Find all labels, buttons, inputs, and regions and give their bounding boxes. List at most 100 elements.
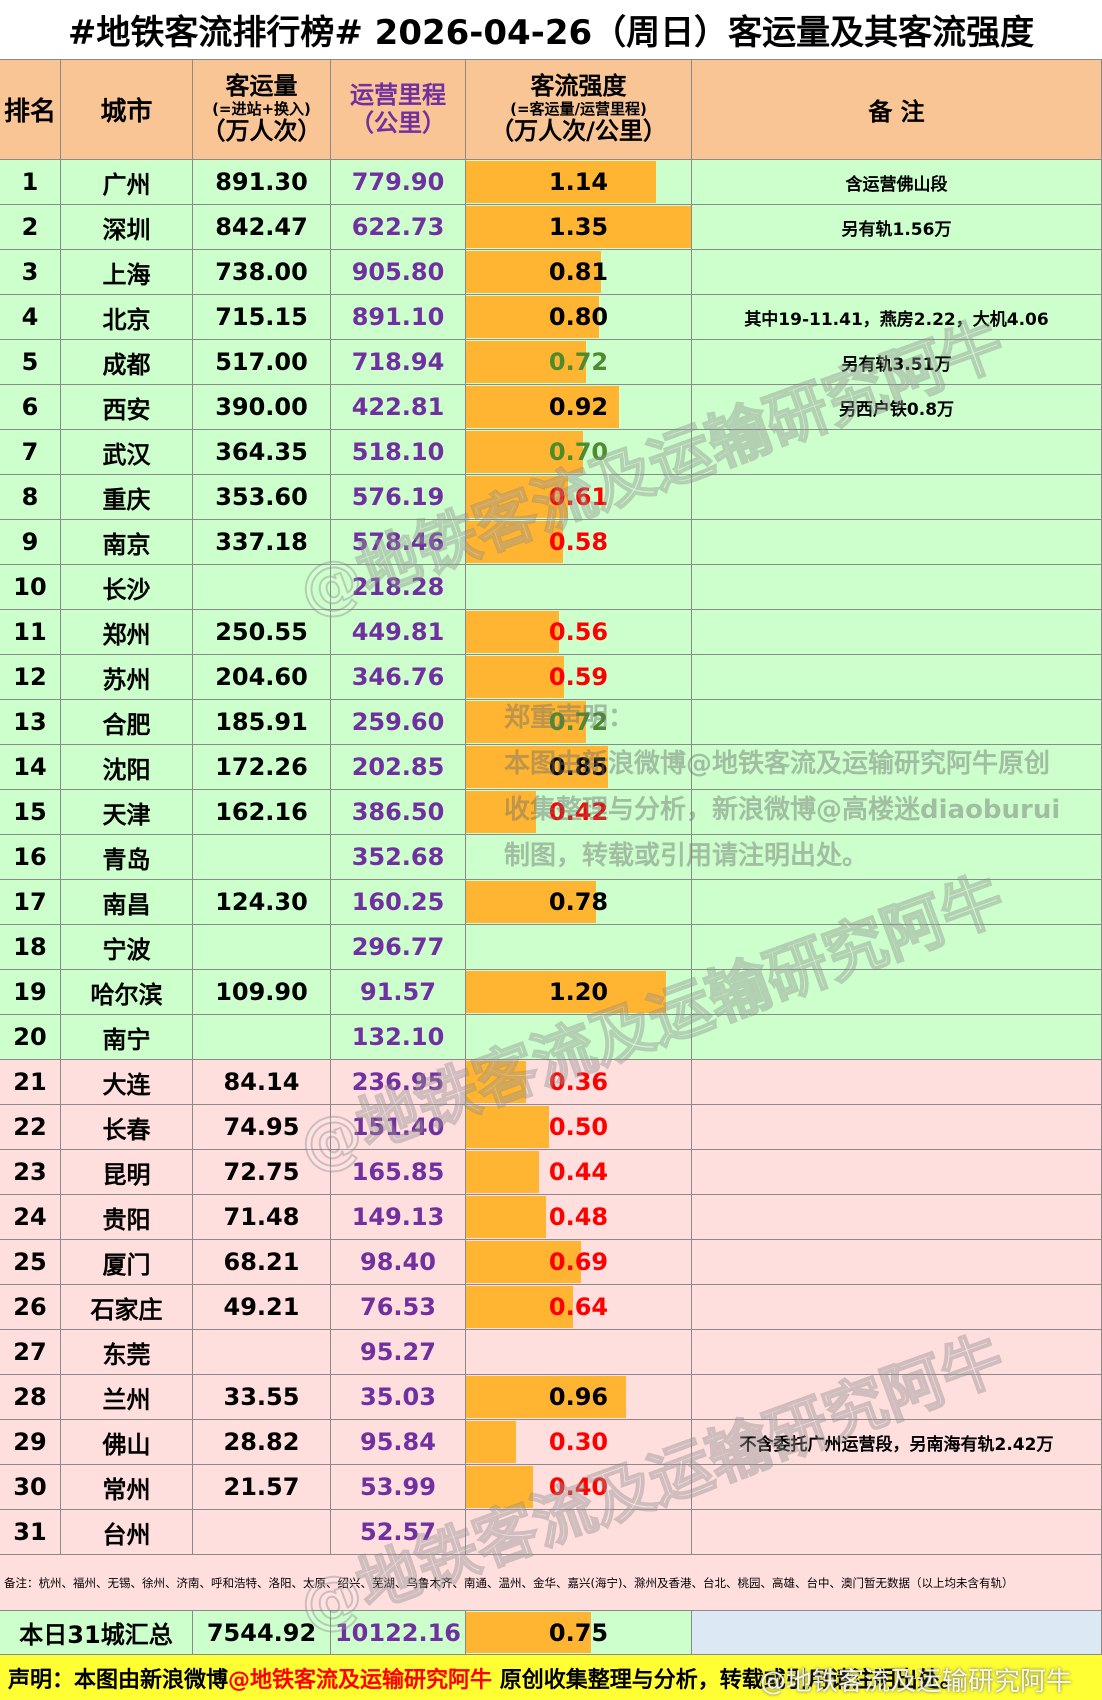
note-cell [692,475,1102,520]
intensity-cell: 0.59 [466,655,692,700]
intensity-bar [466,431,583,473]
total-intensity-cell: 0.75 [466,1611,692,1655]
note-cell [692,1330,1102,1375]
rank: 11 [13,618,47,646]
mileage: 259.60 [351,708,445,736]
rank-cell: 1 [0,160,61,205]
mileage: 449.81 [351,618,445,646]
mileage-cell: 422.81 [331,385,466,430]
rank: 23 [13,1158,47,1186]
city-cell: 天津 [61,790,193,835]
header-volume: 客运量 [225,72,298,101]
city-cell: 哈尔滨 [61,970,193,1015]
volume: 842.47 [215,213,308,241]
rank-cell: 4 [0,295,61,340]
rank: 21 [13,1068,47,1096]
mileage: 578.46 [351,528,445,556]
note: 含运营佛山段 [845,174,948,195]
city-cell: 佛山 [61,1420,193,1465]
mileage: 160.25 [351,888,445,916]
note-cell [692,430,1102,475]
volume-cell: 33.55 [193,1375,331,1420]
mileage: 53.99 [360,1473,436,1501]
mileage: 218.28 [351,573,445,601]
volume-cell: 204.60 [193,655,331,700]
total-volume: 7544.92 [206,1618,317,1647]
city: 东莞 [102,1340,151,1369]
note-cell [692,790,1102,835]
note-cell [692,700,1102,745]
note-cell [692,1465,1102,1510]
rank: 5 [21,348,39,376]
intensity-bar [466,476,568,518]
intensity: 0.69 [548,1248,609,1276]
rank-cell: 27 [0,1330,61,1375]
mileage: 95.27 [360,1338,436,1366]
volume-cell: 337.18 [193,520,331,565]
mileage-cell: 891.10 [331,295,466,340]
note-cell [692,250,1102,295]
note-cell [692,565,1102,610]
volume-cell [193,835,331,880]
rank-cell: 8 [0,475,61,520]
mileage: 236.95 [351,1068,445,1096]
note-cell [692,1240,1102,1285]
mileage: 151.40 [351,1113,445,1141]
volume: 162.16 [215,798,308,826]
rank-cell: 2 [0,205,61,250]
total-mileage-cell: 10122.16 [331,1611,466,1655]
intensity-bar [466,1241,581,1283]
intensity-bar [466,971,666,1013]
rank-cell: 11 [0,610,61,655]
mileage: 518.10 [351,438,445,466]
rank-cell: 19 [0,970,61,1015]
city-cell: 长春 [61,1105,193,1150]
city: 昆明 [102,1160,151,1189]
city-cell: 合肥 [61,700,193,745]
volume-cell: 72.75 [193,1150,331,1195]
note-cell [692,1105,1102,1150]
mileage-cell: 576.19 [331,475,466,520]
volume-cell [193,1330,331,1375]
city-cell: 南宁 [61,1015,193,1060]
city-cell: 上海 [61,250,193,295]
intensity-bar [466,386,620,428]
intensity-cell [466,565,692,610]
footer-text: 原创收集整理与分析，转载或引用请注明出处。 [492,1667,962,1693]
intensity-bar [466,1151,540,1193]
city-cell: 台州 [61,1510,193,1555]
intensity-bar [466,341,586,383]
city: 武汉 [102,440,151,469]
rank: 8 [21,483,39,511]
volume-cell [193,565,331,610]
rank: 29 [13,1428,47,1456]
rank-cell: 20 [0,1015,61,1060]
intensity: 0.36 [548,1068,609,1096]
city: 宁波 [102,935,151,964]
city-cell: 石家庄 [61,1285,193,1330]
rank: 22 [13,1113,47,1141]
mileage-cell: 149.13 [331,1195,466,1240]
intensity-cell [466,835,692,880]
rank: 24 [13,1203,47,1231]
city: 青岛 [102,845,151,874]
header-volume: (=进站+换入) [212,99,311,118]
intensity-bar [466,521,563,563]
intensity-cell: 0.72 [466,340,692,385]
note-cell: 其中19-11.41，燕房2.22，大机4.06 [692,295,1102,340]
remark-text: 备注：杭州、福州、无锡、徐州、济南、呼和浩特、洛阳、太原、绍兴、芜湖、乌鲁木齐、… [4,1575,1014,1590]
note: 另西户铁0.8万 [838,399,955,420]
volume: 891.30 [215,168,308,196]
rank: 28 [13,1383,47,1411]
city: 北京 [102,305,151,334]
note-cell [692,970,1102,1015]
note-cell [692,1195,1102,1240]
volume: 21.57 [223,1473,300,1501]
note-cell: 含运营佛山段 [692,160,1102,205]
volume: 28.82 [223,1428,300,1456]
mileage: 202.85 [351,753,445,781]
city: 南昌 [102,890,151,919]
header-cell: 排名 [0,60,61,160]
intensity: 0.92 [548,393,609,421]
header-intensity: 客流强度 [530,72,627,101]
